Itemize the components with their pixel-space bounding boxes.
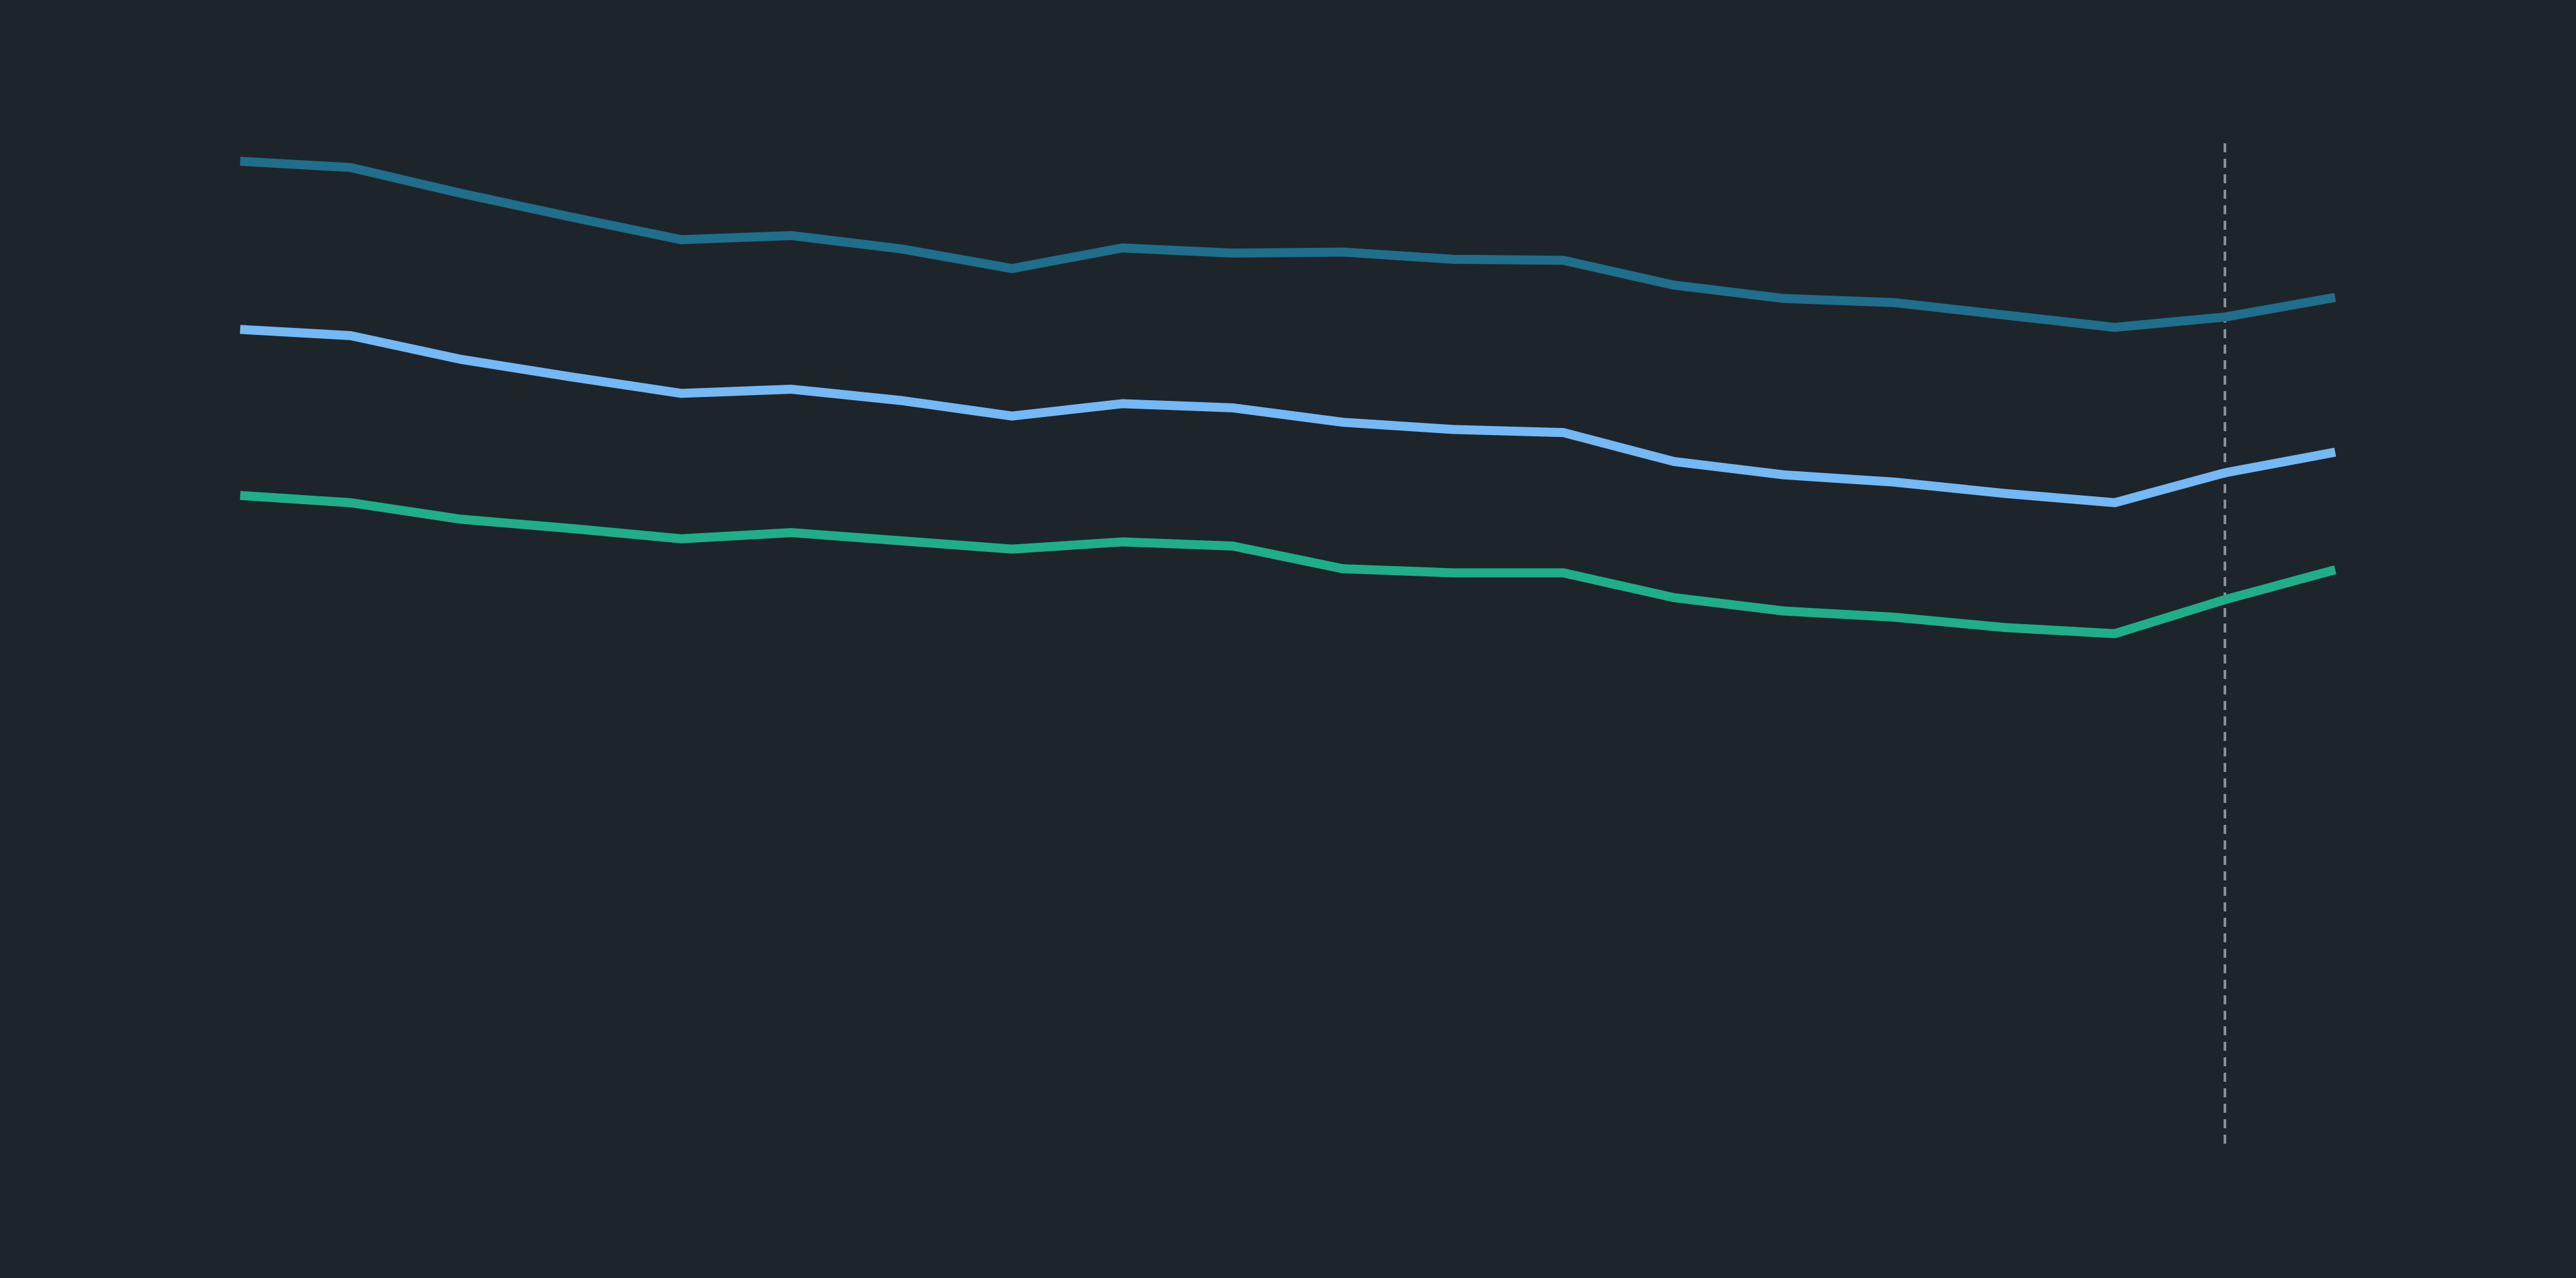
series-3-line [240, 491, 2336, 638]
series-1-line [240, 156, 2336, 332]
series-2 [240, 325, 2336, 507]
series-2-line [240, 325, 2336, 507]
series-1 [240, 156, 2336, 332]
series-layer [240, 156, 2336, 638]
series-3 [240, 491, 2336, 638]
